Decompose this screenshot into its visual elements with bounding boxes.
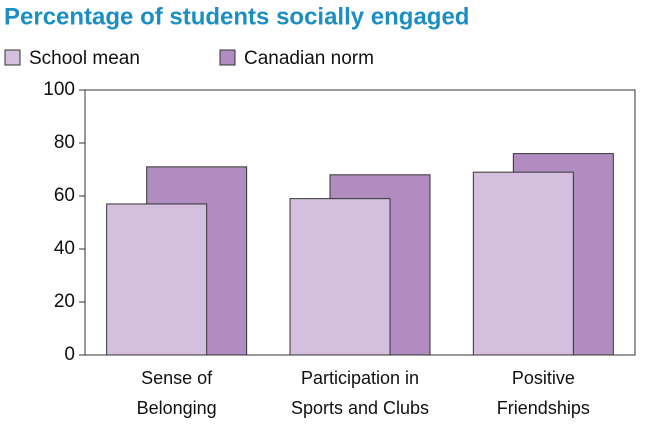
x-tick-label: Positive Friendships [496, 368, 590, 418]
legend-swatch [219, 49, 236, 66]
y-tick-label: 40 [54, 238, 75, 259]
y-tick-label: 80 [54, 132, 75, 153]
bar [106, 203, 208, 356]
plot-frame [84, 89, 636, 356]
y-tick-label: 100 [43, 79, 75, 100]
legend-label: School mean [29, 48, 140, 69]
x-tick-label: Participation in Sports and Clubs [290, 368, 430, 418]
bar [289, 198, 391, 356]
y-tick-label: 60 [54, 185, 75, 206]
chart-title: Percentage of students socially engaged [4, 3, 469, 30]
bar [472, 171, 574, 356]
y-tick-label: 20 [54, 291, 75, 312]
legend-swatch [4, 49, 21, 66]
legend-label: Canadian norm [244, 48, 374, 69]
y-tick-label: 0 [64, 344, 75, 365]
x-tick-label: Sense of Belonging [136, 368, 217, 418]
